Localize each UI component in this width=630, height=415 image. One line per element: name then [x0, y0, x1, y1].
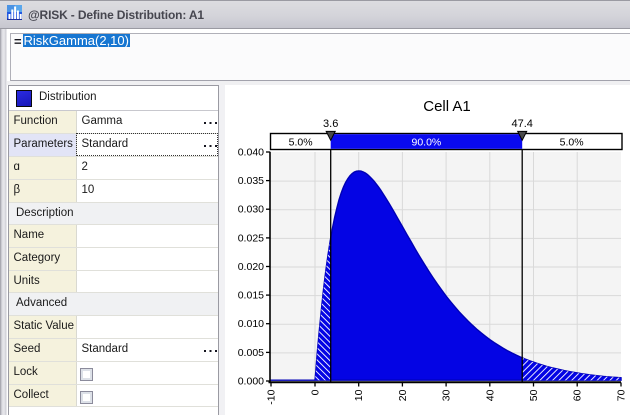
svg-text:47.4: 47.4 [511, 118, 532, 130]
svg-text:5.0%: 5.0% [289, 137, 313, 149]
svg-text:-10: -10 [266, 389, 278, 404]
svg-text:40: 40 [484, 389, 496, 401]
svg-text:3.6: 3.6 [323, 118, 338, 130]
svg-text:0.020: 0.020 [238, 261, 264, 273]
svg-text:5.0%: 5.0% [560, 137, 584, 149]
svg-text:0.000: 0.000 [238, 376, 264, 388]
svg-text:90.0%: 90.0% [412, 137, 442, 149]
svg-text:0.010: 0.010 [238, 318, 264, 330]
svg-text:0.040: 0.040 [238, 147, 264, 159]
svg-text:60: 60 [572, 389, 584, 401]
svg-text:Cell A1: Cell A1 [423, 98, 471, 115]
svg-text:20: 20 [397, 389, 409, 401]
svg-text:0: 0 [310, 389, 322, 395]
svg-text:50: 50 [528, 389, 540, 401]
svg-text:0.035: 0.035 [238, 175, 264, 187]
svg-text:70: 70 [616, 389, 628, 401]
svg-text:0.025: 0.025 [238, 232, 264, 244]
svg-text:30: 30 [441, 389, 453, 401]
svg-text:10: 10 [353, 389, 365, 401]
svg-text:0.005: 0.005 [238, 347, 264, 359]
svg-text:0.015: 0.015 [238, 290, 264, 302]
svg-text:0.030: 0.030 [238, 204, 264, 216]
